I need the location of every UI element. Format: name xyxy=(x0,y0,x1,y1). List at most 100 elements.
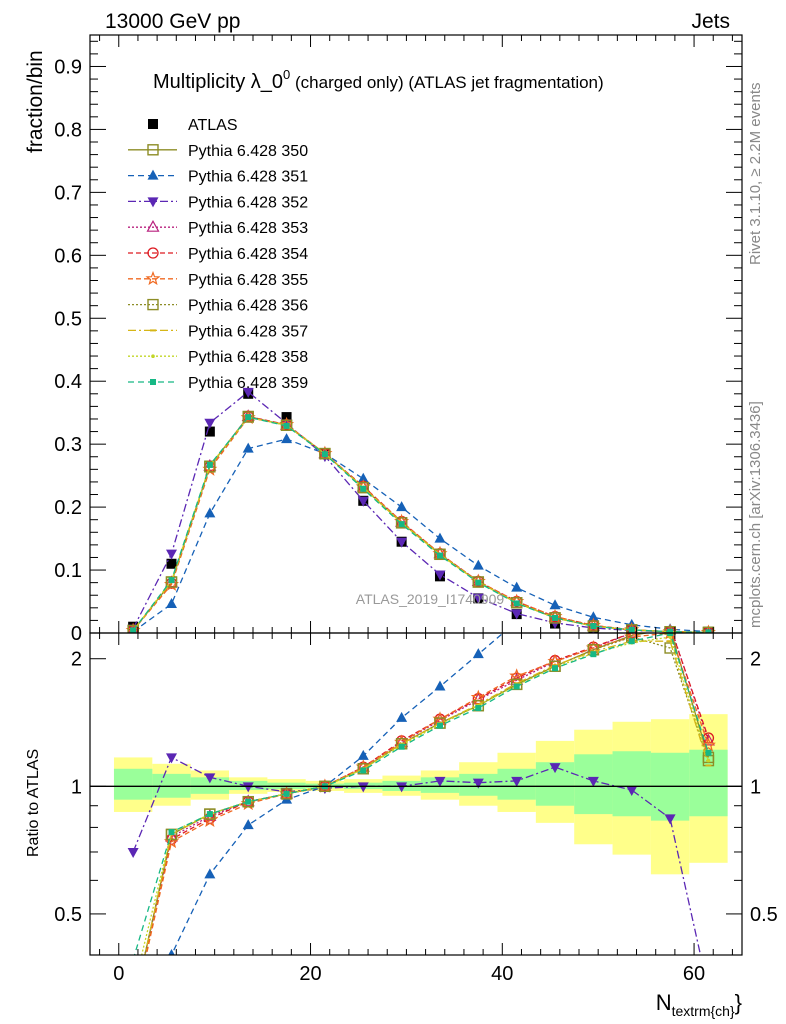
ratio-point xyxy=(357,763,369,775)
legend-marker xyxy=(150,379,156,385)
data-point xyxy=(396,501,408,512)
ratio-point xyxy=(705,749,712,756)
data-point xyxy=(166,598,177,609)
ratio-panel-frame xyxy=(89,632,743,956)
ratio-point xyxy=(626,539,637,549)
ratio-point xyxy=(127,847,139,858)
ratio-point xyxy=(283,790,290,797)
legend-entry: Pythia 6.428 350 xyxy=(128,143,308,160)
series-line xyxy=(132,438,709,633)
data-point xyxy=(166,558,177,569)
y-tick-label: 0.9 xyxy=(54,56,82,78)
ratio-point xyxy=(547,653,563,668)
ratio-point xyxy=(667,633,674,636)
y-tick-label: 0.6 xyxy=(54,245,82,267)
title-rest: (charged only) (ATLAS jet fragmentation) xyxy=(290,73,603,92)
ratio-y-tick-label-right: 2 xyxy=(750,649,761,671)
legend-entry: Pythia 6.428 352 xyxy=(128,194,308,211)
energy-label: 13000 GeV pp xyxy=(105,10,240,33)
legend-marker xyxy=(147,298,159,311)
source-label: mcplots.cern.ch [arXiv:1306.3436] xyxy=(747,401,764,628)
ratio-point xyxy=(204,773,216,784)
legend-entry: Pythia 6.428 355 xyxy=(128,270,308,289)
ratio-point xyxy=(668,635,672,639)
x-tick-label: 40 xyxy=(491,963,513,985)
main-panel-series xyxy=(125,387,716,633)
data-point xyxy=(357,481,369,494)
data-point xyxy=(130,627,137,633)
data-point xyxy=(549,612,561,624)
ratio-y-axis-label: Ratio to ATLAS xyxy=(25,749,42,857)
rivet-version-label: Rivet 3.1.10, ≥ 2.2M events xyxy=(747,83,764,266)
ratio-point xyxy=(700,737,716,752)
legend-label: Pythia 6.428 352 xyxy=(188,194,308,211)
data-point xyxy=(204,461,216,473)
x-axis-label-subscript: textrm{ch} xyxy=(672,1003,735,1019)
title-superscript: 0 xyxy=(283,67,290,82)
legend-label: Pythia 6.428 356 xyxy=(188,298,308,315)
ratio-point xyxy=(242,782,254,793)
data-point xyxy=(628,626,635,633)
legend-entry: Pythia 6.428 353 xyxy=(128,219,308,237)
main-y-axis-label: fraction/bin xyxy=(24,50,47,153)
chart-title: Multiplicity λ_00 (charged only) (ATLAS … xyxy=(153,67,604,93)
legend-label: Pythia 6.428 358 xyxy=(188,349,308,366)
data-point xyxy=(204,418,216,429)
legend-entry: Pythia 6.428 357 xyxy=(128,323,308,340)
ratio-point xyxy=(434,776,446,787)
ratio-point xyxy=(549,763,561,774)
ratio-point xyxy=(665,535,676,545)
ratio-point xyxy=(130,1007,136,1009)
legend-marker xyxy=(147,247,159,259)
data-point xyxy=(587,611,599,622)
y-tick-label: 0.8 xyxy=(54,119,82,141)
data-point xyxy=(281,433,293,444)
data-point xyxy=(242,442,254,453)
ratio-point xyxy=(242,795,254,808)
data-point xyxy=(590,623,597,630)
data-point xyxy=(705,629,712,633)
ratio-point xyxy=(703,530,714,540)
y-tick-label: 0.3 xyxy=(54,434,82,456)
ratio-band-bin xyxy=(190,777,230,794)
legend-label: ATLAS xyxy=(188,117,238,134)
data-point xyxy=(549,599,561,610)
ratio-y-tick-label-left: 0.5 xyxy=(54,904,82,926)
ratio-point xyxy=(590,651,597,658)
ratio-point xyxy=(204,808,216,820)
data-point xyxy=(472,593,484,604)
legend-marker xyxy=(145,270,161,286)
series-line xyxy=(132,416,709,633)
ratio-point xyxy=(436,722,443,729)
ratio-point xyxy=(667,640,674,643)
data-point xyxy=(475,579,482,586)
ratio-point xyxy=(128,1002,139,1012)
y-tick-label: 0.7 xyxy=(54,182,82,204)
ratio-point xyxy=(168,949,175,955)
legend-marker xyxy=(147,144,159,156)
legend-label: Pythia 6.428 355 xyxy=(188,272,308,289)
ratio-point xyxy=(432,711,448,726)
y-tick-label: 0.2 xyxy=(54,497,82,519)
legend-marker xyxy=(148,119,158,129)
ratio-point xyxy=(472,778,484,789)
legend-marker xyxy=(150,329,156,332)
data-point xyxy=(434,548,446,561)
legend: ATLAS Pythia 6.428 350 Pythia 6.428 351 Pyt… xyxy=(128,117,308,392)
ratio-point xyxy=(131,989,135,993)
legend-marker xyxy=(147,169,159,180)
ratio-point xyxy=(552,665,559,672)
ratio-series-line xyxy=(133,633,710,955)
legend-label: Pythia 6.428 354 xyxy=(188,246,308,263)
ratio-point xyxy=(242,819,254,830)
data-point xyxy=(436,552,443,559)
data-point xyxy=(396,537,408,548)
ratio-series-line xyxy=(145,633,710,955)
x-tick-label: 20 xyxy=(299,963,321,985)
ratio-point xyxy=(128,1003,138,1013)
ratio-point xyxy=(398,743,405,750)
ratio-point xyxy=(706,758,711,763)
data-point xyxy=(472,559,484,570)
ratio-point xyxy=(475,705,482,712)
